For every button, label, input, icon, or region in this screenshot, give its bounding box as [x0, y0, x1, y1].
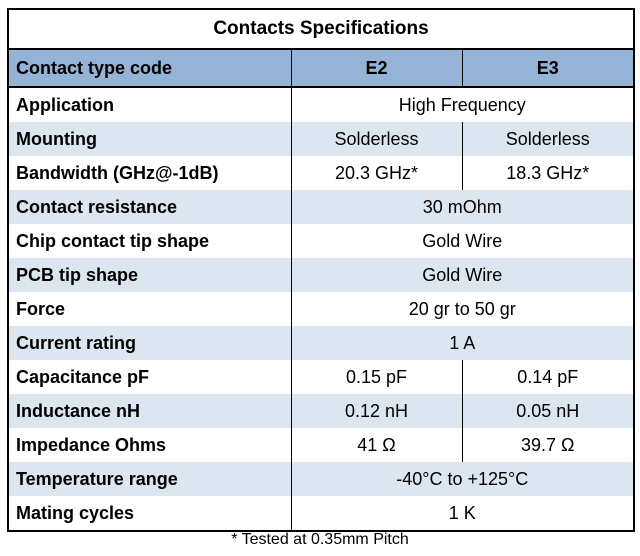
table-row: Contact resistance 30 mOhm: [8, 190, 635, 224]
table-row: Capacitance pF 0.15 pF 0.14 pF: [8, 360, 634, 394]
row-label: Contact resistance: [8, 190, 292, 224]
table-row: Mating cycles 1 K: [8, 496, 634, 531]
row-value: 18.3 GHz*: [506, 162, 590, 183]
table-row: Force 20 gr to 50 gr: [8, 292, 634, 326]
header-cell: E2: [290, 48, 463, 88]
row-label: Application: [8, 87, 292, 122]
row-value: -40°C to +125°C: [291, 462, 635, 496]
row-value: 0.15 pF: [291, 360, 463, 394]
table-row: Bandwidth (GHz@-1dB) 20.3 GHz* 18.3 GHz*: [8, 156, 634, 190]
row-value: High Frequency: [398, 94, 526, 115]
table-row: Inductance nH 0.12 nH 0.05 nH: [8, 394, 635, 428]
table-row: Chip contact tip shape Gold Wire: [8, 224, 634, 258]
row-value: 39.7 Ω: [521, 434, 575, 455]
row-label: Temperature range: [8, 462, 292, 496]
table-row: Temperature range -40°C to +125°C: [8, 462, 635, 496]
row-value: Gold Wire: [422, 230, 503, 251]
row-value: 20.3 GHz*: [291, 156, 463, 190]
row-value: Solderless: [462, 122, 635, 156]
spec-table: Contacts Specifications Contact type cod…: [7, 8, 636, 532]
row-value: 20 gr to 50 gr: [408, 298, 516, 319]
table-row: Application High Frequency: [8, 87, 634, 122]
row-value: 1 A: [291, 326, 635, 360]
footnote: * Tested at 0.35mm Pitch: [231, 531, 409, 548]
row-label: Current rating: [8, 326, 292, 360]
row-label: PCB tip shape: [8, 258, 292, 292]
row-label: Chip contact tip shape: [8, 224, 292, 258]
table-row: PCB tip shape Gold Wire: [8, 258, 635, 292]
row-label: Mating cycles: [8, 496, 292, 531]
table-row: Current rating 1 A: [8, 326, 635, 360]
table-row: Mounting Solderless Solderless: [8, 122, 635, 156]
row-label: Capacitance pF: [8, 360, 292, 394]
row-value: Gold Wire: [291, 258, 635, 292]
header-cell: E3: [461, 48, 635, 88]
table-row: Impedance Ohms 41 Ω 39.7 Ω: [8, 428, 634, 462]
row-value: 41 Ω: [291, 428, 463, 462]
row-value: 0.14 pF: [517, 366, 579, 387]
header-cell: Contact type code: [7, 48, 292, 88]
row-label: Impedance Ohms: [8, 428, 292, 462]
row-value: 0.12 nH: [291, 394, 463, 428]
row-label: Bandwidth (GHz@-1dB): [8, 156, 292, 190]
row-value: 1 K: [448, 502, 476, 523]
row-value: Solderless: [291, 122, 463, 156]
row-value: 0.05 nH: [462, 394, 635, 428]
row-label: Mounting: [8, 122, 292, 156]
row-label: Inductance nH: [8, 394, 292, 428]
table-title: Contacts Specifications: [8, 9, 635, 50]
row-value: 30 mOhm: [291, 190, 635, 224]
row-label: Force: [8, 292, 292, 326]
